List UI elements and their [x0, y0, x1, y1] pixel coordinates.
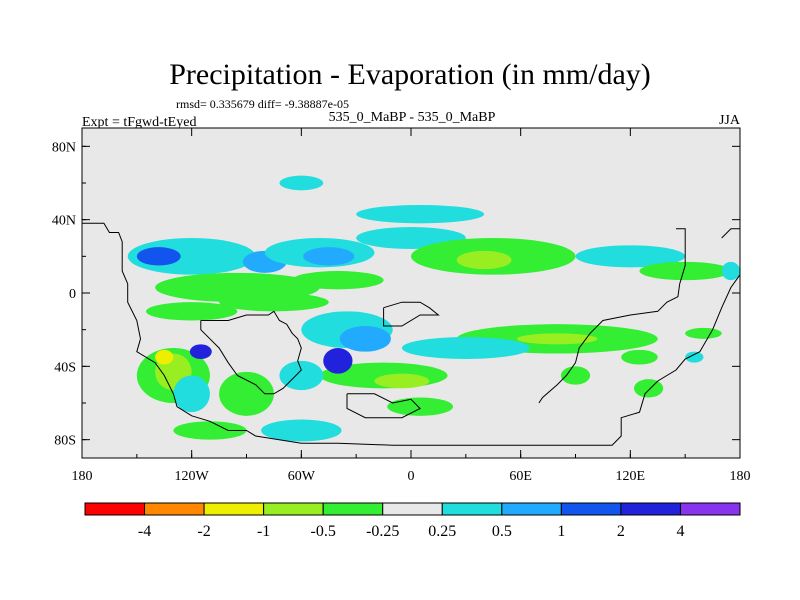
colorbar-swatch [263, 502, 324, 516]
field-region [323, 348, 353, 374]
x-tick-label: 120W [175, 469, 210, 484]
x-tick-label: 180 [72, 469, 93, 484]
colorbar-swatch [84, 502, 146, 516]
field-region [401, 337, 530, 359]
colorbar-swatch [501, 502, 562, 516]
colorbar-label: -4 [138, 523, 151, 540]
colorbar-label: 4 [676, 523, 684, 540]
y-axis: 80N 40N 0 40S 80S [52, 140, 740, 449]
field-region [560, 366, 591, 385]
field-region [639, 261, 731, 281]
y-tick-label: 0 [69, 287, 76, 302]
field-region [155, 349, 174, 365]
field-regions [127, 175, 740, 442]
field-region [127, 238, 256, 275]
colorbar-swatch [382, 502, 443, 516]
colorbar-label: -0.25 [366, 523, 399, 540]
field-region [517, 333, 598, 345]
stats-label: rmsd= 0.335679 diff= -9.38887e-05 [176, 97, 349, 111]
field-region [356, 205, 485, 224]
field-region [145, 302, 238, 321]
colorbar-swatch [144, 502, 205, 516]
x-tick-label: 120E [616, 469, 646, 484]
chart-title: Precipitation - Evaporation (in mm/day) [169, 58, 651, 91]
field-region [173, 375, 210, 413]
field-region [292, 271, 384, 290]
y-tick-label: 40N [52, 214, 76, 229]
field-region [633, 379, 664, 398]
colorbar-label: 0.5 [492, 523, 512, 540]
y-tick-label: 80N [52, 140, 76, 155]
colorbar-swatch [679, 502, 741, 516]
case-label: 535_0_MaBP - 535_0_MaBP [329, 110, 496, 125]
field-region [374, 373, 430, 389]
field-region [575, 245, 686, 268]
y-tick-label: 80S [54, 434, 76, 449]
x-tick-label: 60E [509, 469, 532, 484]
field-region [279, 360, 324, 391]
field-region [685, 351, 704, 363]
coastline [721, 228, 740, 239]
colorbar-swatch [441, 502, 503, 516]
coastlines [82, 222, 740, 446]
field-region [261, 419, 342, 442]
field-region [303, 247, 355, 266]
colorbar-label: 1 [557, 523, 565, 540]
field-region [621, 349, 658, 365]
coastline [383, 301, 440, 327]
coastline [82, 222, 740, 446]
colorbar-swatch [560, 502, 622, 516]
colorbar-label: 0.25 [428, 523, 456, 540]
x-axis: 180 120W 60W 0 60E 120E 180 [72, 128, 751, 484]
field-region [136, 247, 181, 266]
colorbar-label: -2 [197, 523, 210, 540]
field-region [219, 371, 274, 416]
experiment-label: Expt = tFgwd-tEyed [82, 115, 196, 130]
y-tick-label: 40S [54, 360, 76, 375]
field-region [219, 293, 329, 312]
field-region [387, 397, 454, 416]
x-tick-label: 0 [408, 469, 415, 484]
field-region [339, 326, 391, 352]
field-region [456, 250, 512, 270]
coastline [200, 310, 302, 395]
x-tick-label: 180 [730, 469, 751, 484]
colorbar-label: 2 [617, 523, 625, 540]
colorbar-label: -0.5 [311, 523, 336, 540]
field-region [173, 421, 247, 440]
field-region [279, 175, 324, 191]
coastline [346, 393, 421, 419]
field-region [189, 344, 212, 359]
colorbar-swatch [620, 502, 681, 516]
colorbar: -4 -2 -1 -0.5 -0.25 0.25 0.5 1 2 4 [84, 502, 741, 540]
field-region [685, 327, 722, 339]
coastline [538, 228, 686, 404]
season-label: JJA [719, 113, 741, 128]
x-tick-label: 60W [288, 469, 316, 484]
field-region [721, 261, 740, 281]
colorbar-swatch [322, 502, 384, 516]
colorbar-label: -1 [257, 523, 270, 540]
colorbar-swatch [203, 502, 265, 516]
